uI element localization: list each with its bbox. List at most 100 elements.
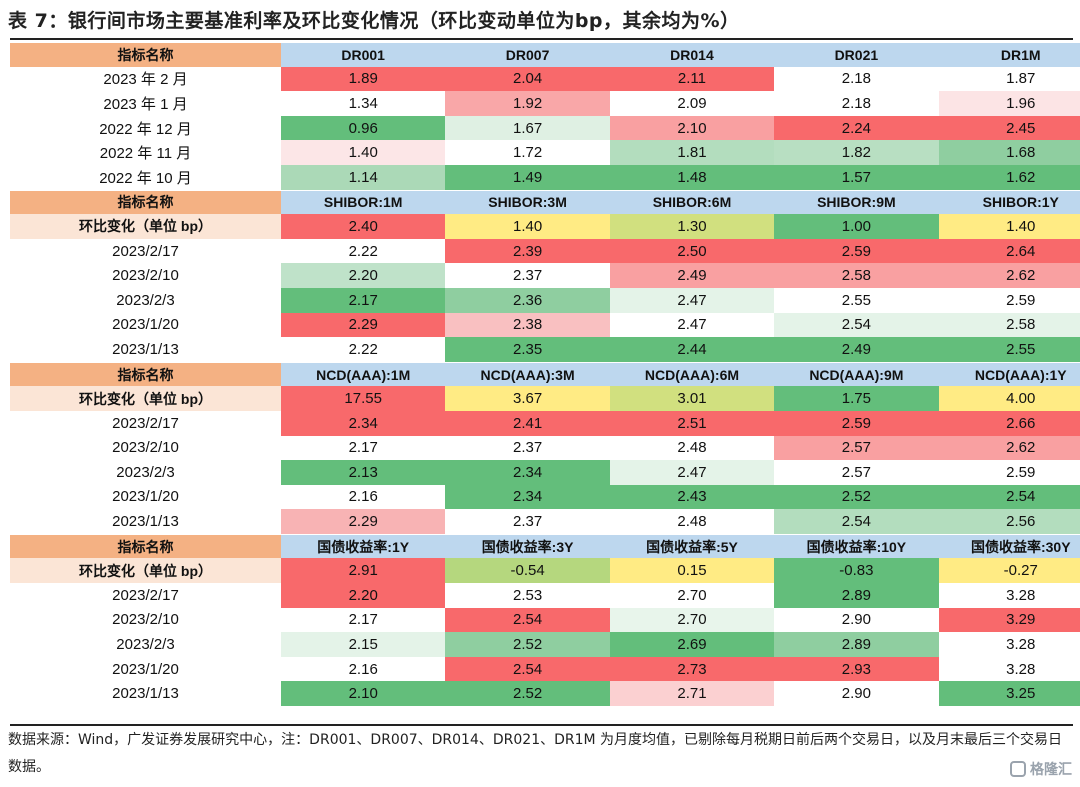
value-cell: 2.49 bbox=[774, 337, 939, 362]
change-row: 环比变化（单位 bp） 2.91 -0.54 0.15 -0.83 -0.27 bbox=[10, 558, 1080, 584]
value-cell: 2.41 bbox=[445, 410, 610, 436]
value-cell: 2.18 bbox=[774, 66, 939, 92]
value-cell: 2.89 bbox=[774, 632, 939, 657]
header-label-cell: 指标名称 bbox=[10, 42, 281, 67]
row-label: 2023 年 1 月 bbox=[10, 91, 281, 116]
value-cell: 2.56 bbox=[938, 509, 1080, 534]
value-cell: 1.49 bbox=[445, 164, 610, 190]
value-cell: 1.82 bbox=[774, 140, 939, 165]
change-cell: -0.54 bbox=[445, 558, 610, 584]
value-cell: 2.37 bbox=[445, 509, 610, 534]
change-cell: 3.01 bbox=[609, 386, 775, 411]
value-cell: 2.90 bbox=[774, 681, 939, 707]
value-cell: 1.48 bbox=[609, 164, 775, 190]
value-cell: 1.34 bbox=[281, 91, 446, 116]
value-cell: 2.66 bbox=[938, 410, 1080, 436]
change-cell: 1.40 bbox=[938, 214, 1080, 239]
row-label: 2023/1/20 bbox=[10, 656, 281, 682]
value-cell: 2.47 bbox=[609, 312, 775, 338]
row-label: 2023/2/17 bbox=[10, 410, 281, 436]
header-label-cell: 指标名称 bbox=[10, 361, 281, 387]
table-row: 2022 年 12 月 0.96 1.67 2.10 2.24 2.45 bbox=[10, 115, 1080, 141]
value-cell: 1.72 bbox=[445, 140, 610, 165]
value-cell: 2.10 bbox=[609, 115, 775, 141]
value-cell: 2.59 bbox=[938, 460, 1080, 485]
change-row-label: 环比变化（单位 bp） bbox=[10, 214, 281, 239]
value-cell: 3.28 bbox=[938, 583, 1080, 608]
change-cell: 3.67 bbox=[445, 386, 610, 411]
value-cell: 2.17 bbox=[281, 607, 446, 633]
value-cell: 2.58 bbox=[774, 263, 939, 288]
value-cell: 2.16 bbox=[281, 484, 446, 510]
value-cell: 2.70 bbox=[609, 583, 775, 608]
value-cell: 2.17 bbox=[281, 287, 446, 313]
bottom-rule bbox=[10, 724, 1073, 726]
value-cell: 2.48 bbox=[609, 509, 775, 534]
table-row: 2023 年 2 月 1.89 2.04 2.11 2.18 1.87 bbox=[10, 66, 1080, 92]
column-header: SHIBOR:9M bbox=[774, 189, 939, 215]
value-cell: 1.89 bbox=[281, 66, 446, 92]
header-row: 指标名称 SHIBOR:1M SHIBOR:3M SHIBOR:6M SHIBOR:9M… bbox=[10, 189, 1080, 215]
value-cell: 2.20 bbox=[281, 583, 446, 608]
top-rule bbox=[10, 38, 1073, 40]
column-header: 国债收益率:10Y bbox=[774, 533, 939, 559]
value-cell: 1.68 bbox=[938, 140, 1080, 165]
change-row-label: 环比变化（单位 bp） bbox=[10, 386, 281, 411]
value-cell: 2.93 bbox=[774, 656, 939, 682]
change-cell: 1.75 bbox=[774, 386, 939, 411]
value-cell: 2.55 bbox=[938, 337, 1080, 362]
value-cell: 2.11 bbox=[609, 66, 775, 92]
value-cell: 2.04 bbox=[445, 66, 610, 92]
value-cell: 2.58 bbox=[938, 312, 1080, 338]
row-label: 2023/1/20 bbox=[10, 484, 281, 510]
value-cell: 2.15 bbox=[281, 632, 446, 657]
value-cell: 2.54 bbox=[774, 312, 939, 338]
column-header: SHIBOR:3M bbox=[445, 189, 610, 215]
value-cell: 2.89 bbox=[774, 583, 939, 608]
column-header: SHIBOR:1M bbox=[281, 189, 446, 215]
value-cell: 2.43 bbox=[609, 484, 775, 510]
change-row: 环比变化（单位 bp） 17.55 3.67 3.01 1.75 4.00 bbox=[10, 386, 1080, 411]
row-label: 2023/1/13 bbox=[10, 681, 281, 707]
value-cell: 3.29 bbox=[938, 607, 1080, 633]
row-label: 2022 年 11 月 bbox=[10, 140, 281, 165]
change-cell: 1.30 bbox=[609, 214, 775, 239]
value-cell: 2.62 bbox=[938, 435, 1080, 461]
change-row-label: 环比变化（单位 bp） bbox=[10, 558, 281, 584]
value-cell: 2.38 bbox=[445, 312, 610, 338]
value-cell: 2.59 bbox=[774, 410, 939, 436]
value-cell: 2.22 bbox=[281, 337, 446, 362]
table-row: 2023/2/10 2.17 2.37 2.48 2.57 2.62 bbox=[10, 435, 1080, 461]
value-cell: 2.49 bbox=[609, 263, 775, 288]
value-cell: 2.37 bbox=[445, 263, 610, 288]
value-cell: 1.62 bbox=[938, 164, 1080, 190]
column-header: NCD(AAA):1Y bbox=[938, 361, 1080, 387]
value-cell: 0.96 bbox=[281, 115, 446, 141]
value-cell: 2.59 bbox=[938, 287, 1080, 313]
row-label: 2023/2/3 bbox=[10, 460, 281, 485]
row-label: 2023/2/17 bbox=[10, 238, 281, 264]
table-row: 2023/1/13 2.29 2.37 2.48 2.54 2.56 bbox=[10, 509, 1080, 534]
value-cell: 2.09 bbox=[609, 91, 775, 116]
column-header: 国债收益率:3Y bbox=[445, 533, 610, 559]
value-cell: 2.10 bbox=[281, 681, 446, 707]
table-row: 2023/2/10 2.17 2.54 2.70 2.90 3.29 bbox=[10, 607, 1080, 633]
change-cell: -0.27 bbox=[938, 558, 1080, 584]
value-cell: 2.69 bbox=[609, 632, 775, 657]
value-cell: 2.22 bbox=[281, 238, 446, 264]
change-cell: 4.00 bbox=[938, 386, 1080, 411]
value-cell: 1.81 bbox=[609, 140, 775, 165]
value-cell: 2.44 bbox=[609, 337, 775, 362]
value-cell: 2.47 bbox=[609, 287, 775, 313]
column-header: NCD(AAA):3M bbox=[445, 361, 610, 387]
change-cell: 0.15 bbox=[609, 558, 775, 584]
value-cell: 2.34 bbox=[445, 484, 610, 510]
value-cell: 1.92 bbox=[445, 91, 610, 116]
table-title: 表 7：银行间市场主要基准利率及环比变化情况（环比变动单位为bp，其余均为%） bbox=[8, 10, 740, 32]
value-cell: 2.18 bbox=[774, 91, 939, 116]
table-row: 2023/2/17 2.20 2.53 2.70 2.89 3.28 bbox=[10, 583, 1080, 608]
table-row: 2023/1/20 2.29 2.38 2.47 2.54 2.58 bbox=[10, 312, 1080, 338]
value-cell: 2.47 bbox=[609, 460, 775, 485]
row-label: 2023/1/20 bbox=[10, 312, 281, 338]
change-cell: 1.40 bbox=[445, 214, 610, 239]
